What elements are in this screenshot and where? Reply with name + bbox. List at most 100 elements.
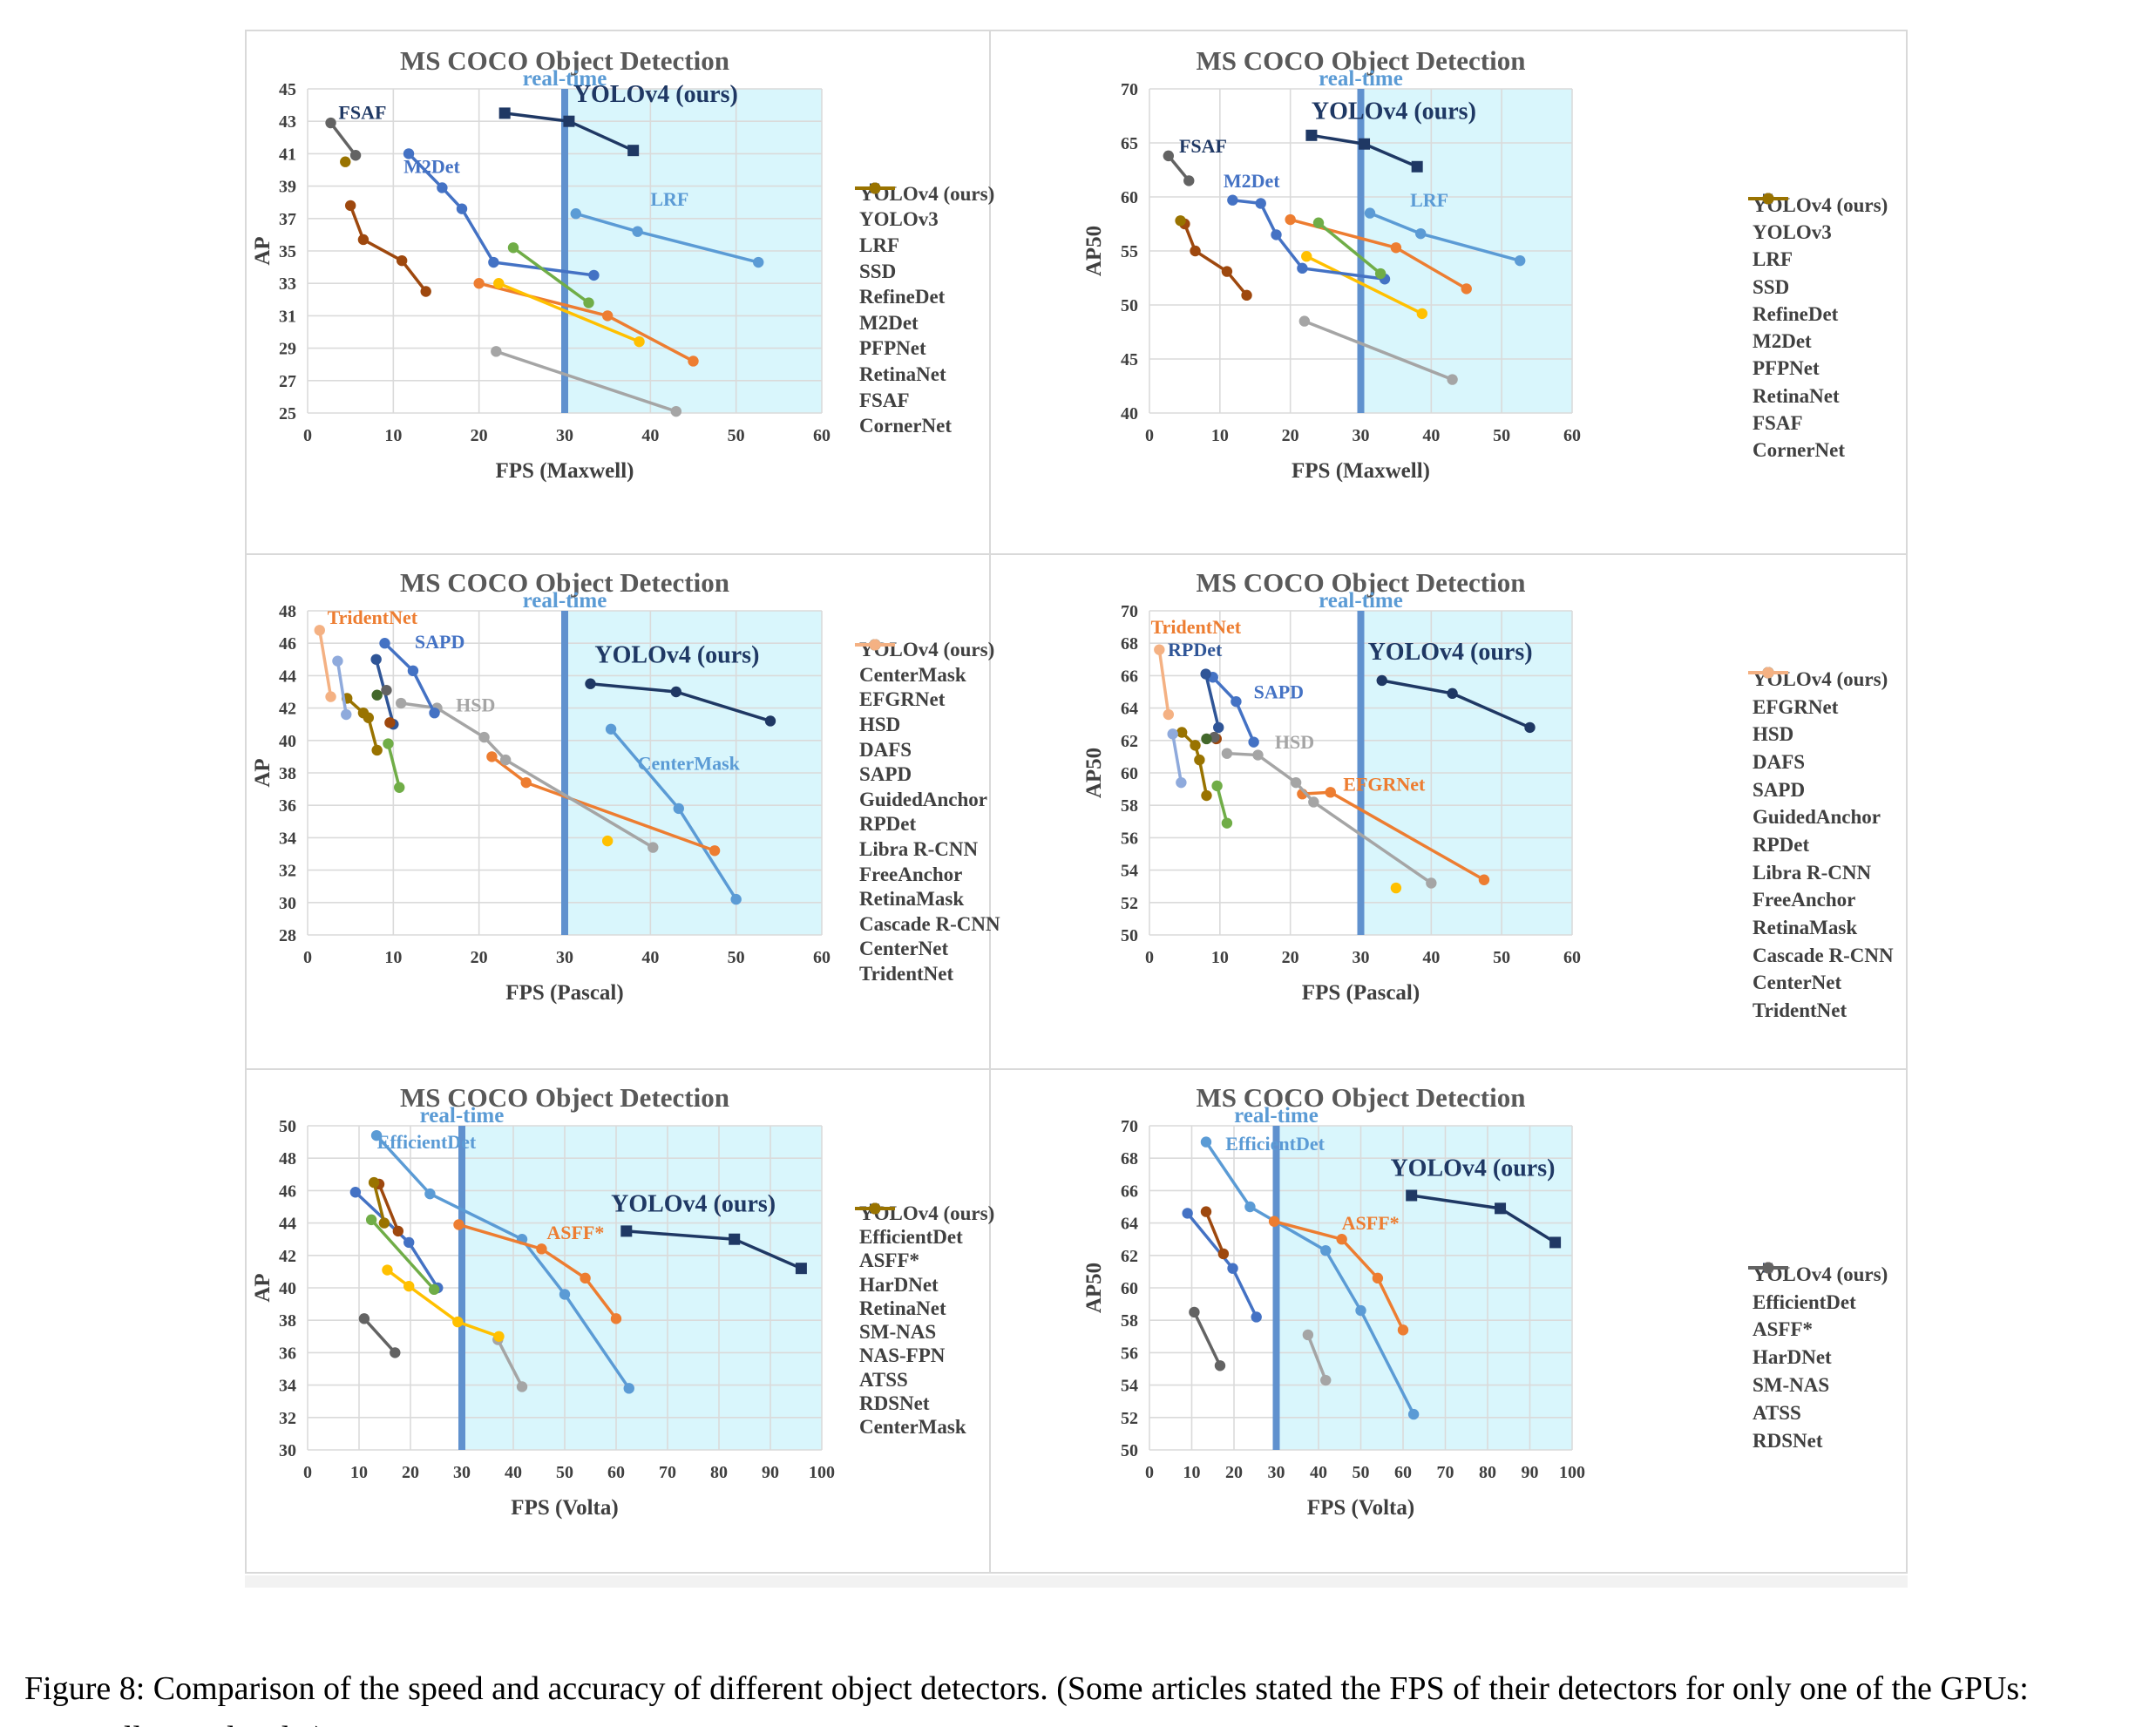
legend-label: RefineDet: [1753, 302, 1839, 325]
data-point-YOLOv3: [1390, 242, 1402, 254]
y-tick-label: 46: [279, 634, 296, 654]
data-point-RetinaNet: [1221, 266, 1233, 277]
legend-label: Cascade R-CNN: [859, 912, 1000, 935]
x-tick-label: 40: [1422, 426, 1440, 445]
y-tick-label: 45: [1121, 350, 1138, 369]
series-line-CenterMask: [372, 1182, 386, 1224]
data-point-YOLOv4 (ours): [498, 107, 511, 119]
legend-item-FSAF: FSAF: [854, 182, 994, 414]
legend-item-RetinaNet: RetinaNet: [1747, 193, 1888, 410]
x-tick-label: 50: [1493, 948, 1510, 967]
y-tick-label: 56: [1121, 829, 1138, 848]
data-point-SAPD: [379, 638, 390, 649]
data-point-EfficientDet: [623, 1383, 634, 1394]
data-point-CenterNet: [1176, 776, 1187, 789]
legend-item-CornerNet: CornerNet: [1747, 193, 1888, 464]
series-line-RetinaNet: [386, 1269, 500, 1338]
y-tick-label: 32: [279, 862, 296, 881]
legend-label: EfficientDet: [859, 1225, 963, 1248]
series-line-RetinaNet: [349, 205, 428, 293]
series-annotation: HSD: [456, 694, 495, 715]
legend-label: YOLOv4 (ours): [859, 182, 995, 205]
data-point-EFGRNet: [708, 845, 721, 857]
y-tick-label: 32: [279, 1409, 296, 1428]
y-tick-label: 55: [1121, 242, 1138, 261]
y-axis-title: AP50: [1082, 1263, 1106, 1313]
data-point-YOLOv3: [601, 310, 614, 322]
panel-volta-ap: 0 10 20 30 40 50 60 70 80 90 100 30 32 34 36 38 40 42 44 46…: [247, 1068, 994, 1575]
data-point-FSAF: [1183, 175, 1195, 186]
data-point-YOLOv4 (ours): [563, 115, 575, 127]
series-annotation: RPDet: [1168, 639, 1223, 660]
data-point-LRF: [632, 226, 643, 237]
legend-label: CenterNet: [859, 938, 949, 960]
y-tick-label: 70: [1121, 80, 1138, 99]
data-point-RetinaNet: [344, 200, 356, 212]
y-tick-label: 42: [279, 1247, 296, 1266]
legend-label: RDSNet: [1753, 1429, 1823, 1452]
x-axis-title: FPS (Pascal): [505, 981, 623, 1005]
y-tick-label: 35: [279, 242, 296, 261]
series-annotation: ASFF*: [546, 1222, 604, 1243]
data-point-Libra R-CNN: [384, 717, 396, 728]
series-line-ATSS: [377, 1183, 400, 1232]
series-annotation: LRF: [1410, 189, 1448, 211]
chart-title: MS COCO Object Detection: [400, 567, 729, 598]
data-point-RetinaMask: [1190, 740, 1201, 751]
y-tick-label: 50: [1121, 1441, 1138, 1460]
x-tick-label: 40: [641, 426, 659, 445]
x-tick-label: 10: [1211, 948, 1229, 967]
data-point-EfficientDet: [1200, 1136, 1212, 1148]
data-point-TridentNet: [1163, 708, 1175, 721]
legend-item-ATSS: ATSS: [1747, 1262, 1888, 1427]
data-point-RefineDet: [634, 335, 645, 348]
legend-label: RetinaNet: [1753, 384, 1840, 407]
figure-bottom-strip: [245, 1575, 1908, 1588]
data-point-RetinaNet: [357, 234, 370, 246]
legend-label: NAS-FPN: [859, 1344, 946, 1367]
y-axis-title: AP: [251, 236, 275, 265]
y-tick-label: 50: [1121, 296, 1138, 315]
data-point-EFGRNet: [520, 776, 532, 789]
y-tick-label: 70: [1121, 1117, 1138, 1136]
legend-item-EFGRNet: EFGRNet: [854, 639, 1000, 713]
x-tick-label: 30: [556, 948, 573, 967]
y-tick-label: 52: [1121, 1409, 1138, 1428]
series-annotation: FSAF: [338, 101, 386, 123]
x-tick-label: 20: [1225, 1463, 1243, 1482]
data-point-LRF: [1514, 254, 1526, 267]
legend-label: FSAF: [859, 389, 910, 411]
series-annotation: M2Det: [403, 156, 460, 178]
legend-label: GuidedAnchor: [1753, 806, 1881, 829]
x-tick-label: 0: [1145, 1463, 1154, 1482]
legend-item-CenterNet: CenterNet: [1747, 667, 1894, 998]
legend-item-SSD: SSD: [854, 182, 994, 285]
legend-label: YOLOv3: [1753, 220, 1832, 243]
y-tick-label: 66: [1121, 1182, 1138, 1201]
x-tick-label: 70: [1437, 1463, 1454, 1482]
figure-8-panel-grid: 0 10 20 30 40 50 60 25 27 29 31 33 35 37 39 41 43 45 MS CO…: [245, 30, 1908, 1574]
legend-item-RDSNet: RDSNet: [854, 1202, 994, 1415]
legend-label: HSD: [859, 714, 901, 736]
legend-item-PFPNet: PFPNet: [1747, 193, 1888, 383]
data-point-RetinaMask: [1176, 727, 1188, 738]
chart-title: MS COCO Object Detection: [1197, 567, 1526, 598]
y-axis-title: AP: [251, 1273, 275, 1302]
y-tick-label: 54: [1121, 1377, 1138, 1396]
data-point-SAPD: [1248, 736, 1259, 748]
data-point-YOLOv3: [688, 356, 699, 367]
data-point-YOLOv4 (ours): [1411, 160, 1423, 173]
chart-volta-ap: 0 10 20 30 40 50 60 70 80 90 100 30 32 34 36 38 40 42 44 46…: [251, 1082, 835, 1520]
y-tick-label: 68: [1121, 1149, 1138, 1168]
legend-item-Libra R-CNN: Libra R-CNN: [1747, 667, 1894, 887]
realtime-label: real-time: [523, 67, 607, 91]
legend-label: YOLOv3: [859, 208, 939, 231]
legend-label: M2Det: [859, 311, 919, 334]
data-point-SM-NAS: [1182, 1208, 1193, 1219]
realtime-label: real-time: [1319, 67, 1403, 91]
legend-item-M2Det: M2Det: [854, 182, 994, 336]
data-point-CornerNet: [340, 156, 351, 167]
series-line-CenterNet: [1170, 734, 1183, 783]
y-tick-label: 68: [1121, 634, 1138, 654]
legend-item-RetinaMask: RetinaMask: [854, 639, 1000, 912]
